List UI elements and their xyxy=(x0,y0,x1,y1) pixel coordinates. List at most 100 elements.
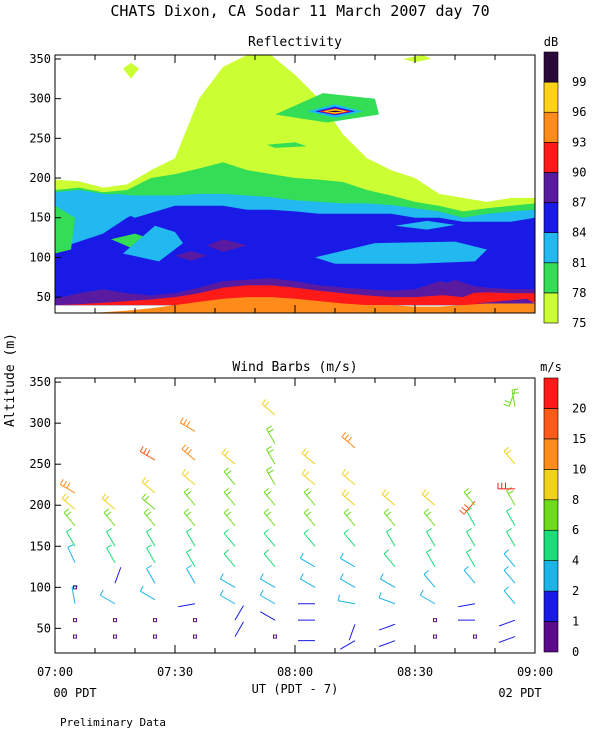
wind-barb-flag xyxy=(106,528,112,532)
wind-barb-flag xyxy=(226,470,232,475)
wind-barb-flag xyxy=(144,495,150,502)
wind-barb-flag xyxy=(146,528,152,532)
wind-barb xyxy=(260,578,276,588)
wind-barb-flag xyxy=(268,469,274,474)
wind-barb-flag xyxy=(503,549,509,555)
wind-barb-flag xyxy=(259,573,264,580)
wind-calm-marker xyxy=(73,634,77,639)
wind-colorbar-label: 10 xyxy=(572,462,586,476)
wind-barb xyxy=(143,512,156,527)
reflectivity-axes: 50 100 150 200 250 300 350 xyxy=(29,52,536,313)
wind-barb-flag xyxy=(381,489,387,495)
wind-barb-flag xyxy=(186,548,192,553)
wind-barb-flag xyxy=(423,508,429,514)
wind-barb-flag xyxy=(266,511,272,516)
preliminary-data-note: Preliminary Data xyxy=(60,716,166,729)
wind-colorbar-label: 6 xyxy=(572,523,579,537)
wind-colorbar-swatch xyxy=(543,377,559,409)
wind-barb xyxy=(223,491,236,506)
wind-barb xyxy=(506,490,516,506)
wind-barb-flag xyxy=(341,431,347,438)
wind-barb-flag xyxy=(383,549,389,555)
wind-colorbar-swatch xyxy=(543,438,559,470)
wind-barb-flag xyxy=(186,528,192,532)
wind-barb-flag xyxy=(506,528,512,532)
wind-barb-flag xyxy=(219,573,224,580)
wind-barb-flag xyxy=(63,480,67,487)
wind-barbs-plot-frame xyxy=(54,377,536,654)
wind-barb xyxy=(423,512,436,527)
wind-barb-flag xyxy=(263,549,269,555)
wind-ytick-label: 50 xyxy=(37,621,51,635)
wind-barb-flag xyxy=(219,589,224,596)
wind-barb xyxy=(381,493,396,506)
wind-barb-flag xyxy=(186,511,192,516)
wind-barb-flag xyxy=(144,479,150,485)
wind-barb xyxy=(383,553,396,568)
wind-barb-flag xyxy=(186,490,192,496)
wind-barb xyxy=(466,510,476,527)
wind-barb-flag xyxy=(303,508,309,514)
wind-barb-flag xyxy=(503,446,509,452)
wind-barb xyxy=(223,512,236,527)
wind-barb-flag xyxy=(466,548,472,553)
wind-barb-flag xyxy=(61,493,67,499)
reflectivity-colorbar-label: 75 xyxy=(572,316,586,330)
wind-barb-flag xyxy=(183,419,187,425)
wind-barb xyxy=(386,531,396,547)
wind-barb xyxy=(303,512,316,527)
wind-barb xyxy=(301,452,316,465)
wind-barb xyxy=(303,491,316,506)
time-tick-label: 08:00 xyxy=(277,665,313,679)
wind-barb-flag xyxy=(346,511,352,516)
wind-barb-flag xyxy=(506,449,512,455)
wind-barb-flag xyxy=(66,511,72,516)
wind-barb-flag xyxy=(184,446,190,452)
wind-barb-flag xyxy=(106,544,112,549)
wind-ytick-label: 300 xyxy=(29,416,51,430)
wind-barb-flag xyxy=(186,565,192,569)
wind-barb-flag xyxy=(266,466,272,471)
wind-colorbar-swatch xyxy=(543,529,559,561)
wind-barb-flag xyxy=(146,565,152,569)
wind-barb xyxy=(234,621,244,637)
wind-barb xyxy=(140,451,156,461)
reflectivity-title: Reflectivity xyxy=(248,35,342,50)
reflectivity-ytick-label: 250 xyxy=(29,131,51,145)
wind-barb xyxy=(340,578,356,588)
reflectivity-colorbar-swatch xyxy=(543,232,559,264)
wind-barb xyxy=(220,578,236,588)
wind-barb-flag xyxy=(419,589,424,596)
wind-colorbar-swatch xyxy=(543,560,559,592)
reflectivity-patch-81 xyxy=(315,241,487,264)
reflectivity-patch-75 xyxy=(123,62,139,79)
wind-calm-marker xyxy=(73,585,77,590)
wind-barb xyxy=(341,436,356,449)
wind-barb xyxy=(343,532,356,547)
wind-barb-flag xyxy=(103,508,109,514)
wind-barb xyxy=(106,531,116,547)
wind-barb-flag xyxy=(508,490,514,495)
wind-barb-flag xyxy=(503,586,509,592)
wind-ytick-label: 200 xyxy=(29,498,51,512)
wind-barb-flag xyxy=(466,528,472,532)
wind-barb-flag xyxy=(266,425,272,430)
start-local-time-label: 00 PDT xyxy=(53,686,96,700)
wind-barb xyxy=(266,469,276,485)
wind-colorbar-unit: m/s xyxy=(540,360,562,374)
wind-barb xyxy=(511,389,516,407)
wind-barb xyxy=(186,551,196,568)
reflectivity-colorbar-unit: dB xyxy=(544,35,558,49)
wind-barb-flag xyxy=(183,487,189,493)
wind-barb xyxy=(261,403,276,416)
wind-barb xyxy=(503,450,516,465)
wind-barb-flag xyxy=(299,573,304,580)
wind-barb-flag xyxy=(66,528,72,532)
reflectivity-colorbar-label: 99 xyxy=(572,75,586,89)
wind-barb xyxy=(503,569,516,584)
wind-barb-flag xyxy=(426,528,432,532)
wind-barb-flag xyxy=(343,529,349,534)
wind-barb xyxy=(223,471,236,486)
